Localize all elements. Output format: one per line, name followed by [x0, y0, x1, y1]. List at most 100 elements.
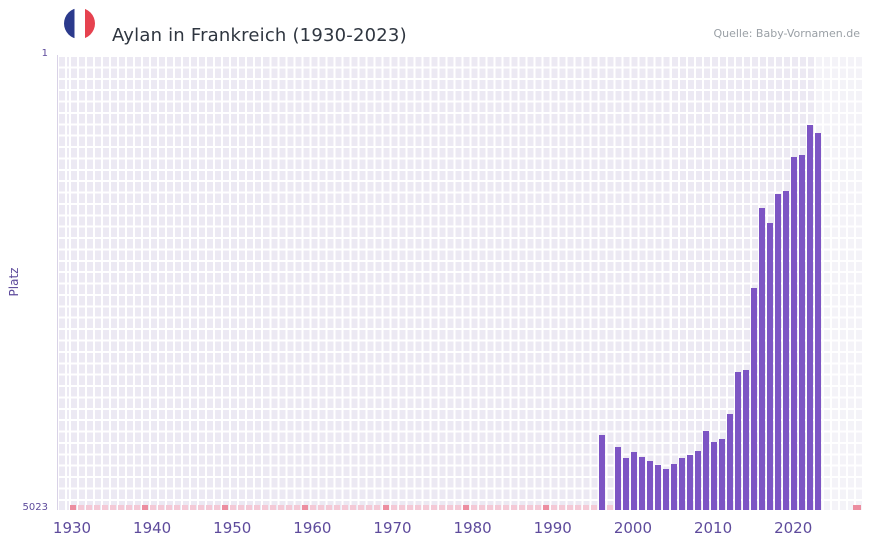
bar-year-2005[interactable] [670, 464, 677, 510]
unranked-marker-1984[interactable] [502, 505, 509, 510]
unranked-marker-1961[interactable] [318, 505, 325, 510]
unranked-marker-1992[interactable] [566, 505, 573, 510]
unranked-marker-1951[interactable] [238, 505, 245, 510]
unranked-marker-1965[interactable] [350, 505, 357, 510]
bar-year-2023[interactable] [815, 132, 822, 510]
unranked-marker-1952[interactable] [246, 505, 253, 510]
bar-year-2022[interactable] [807, 124, 814, 510]
unranked-marker-1947[interactable] [206, 505, 213, 510]
unranked-marker-1995[interactable] [590, 505, 597, 510]
unranked-marker-1942[interactable] [166, 505, 173, 510]
unranked-marker-1962[interactable] [326, 505, 333, 510]
unranked-marker-1987[interactable] [526, 505, 533, 510]
unranked-marker-1983[interactable] [494, 505, 501, 510]
unranked-marker-1938[interactable] [134, 505, 141, 510]
bar-year-2016[interactable] [759, 208, 766, 510]
bar-year-2011[interactable] [719, 439, 726, 510]
unranked-marker-1985[interactable] [510, 505, 517, 510]
unranked-marker-1978[interactable] [454, 505, 461, 510]
unranked-marker-1939[interactable] [142, 505, 149, 510]
unranked-marker-1994[interactable] [582, 505, 589, 510]
unranked-marker-1955[interactable] [270, 505, 277, 510]
unranked-marker-1940[interactable] [150, 505, 157, 510]
bar-year-2002[interactable] [646, 460, 653, 510]
unranked-marker-1991[interactable] [558, 505, 565, 510]
unranked-marker-1932[interactable] [86, 505, 93, 510]
bar-year-2000[interactable] [630, 451, 637, 510]
unranked-marker-1931[interactable] [78, 505, 84, 510]
bar-year-2017[interactable] [767, 223, 774, 510]
bar-year-2014[interactable] [743, 370, 750, 510]
bar-year-2013[interactable] [735, 372, 742, 510]
unranked-marker-1936[interactable] [118, 505, 125, 510]
bar-year-2007[interactable] [687, 455, 693, 510]
bar-year-2015[interactable] [751, 287, 758, 510]
unranked-marker-1988[interactable] [534, 505, 541, 510]
unranked-marker-1934[interactable] [102, 505, 109, 510]
unranked-marker-1977[interactable] [446, 505, 453, 510]
unranked-marker-1970[interactable] [390, 505, 397, 510]
bar-year-1999[interactable] [622, 458, 629, 510]
y-tick-top: 1 [41, 48, 48, 59]
unranked-marker-1943[interactable] [174, 505, 181, 510]
bar-year-1998[interactable] [614, 447, 621, 510]
unranked-marker-1975[interactable] [430, 505, 437, 510]
unranked-marker-1949[interactable] [222, 505, 229, 510]
bar-year-2012[interactable] [727, 413, 734, 510]
unranked-marker-1930[interactable] [70, 505, 76, 510]
bar-year-2019[interactable] [783, 190, 790, 510]
unranked-marker-1982[interactable] [486, 505, 493, 510]
unranked-marker-1960[interactable] [310, 505, 317, 510]
x-tick-2000: 2000 [613, 519, 652, 537]
unranked-marker-1980[interactable] [470, 505, 477, 510]
unranked-marker-1956[interactable] [278, 505, 285, 510]
unranked-marker-1986[interactable] [518, 505, 525, 510]
unranked-marker-1997[interactable] [606, 505, 613, 510]
bar-year-2004[interactable] [662, 468, 669, 510]
unranked-marker-1968[interactable] [374, 505, 381, 510]
unranked-marker-1993[interactable] [574, 505, 581, 510]
unranked-marker-1954[interactable] [262, 505, 269, 510]
bar-year-2020[interactable] [791, 157, 798, 510]
bar-year-2010[interactable] [711, 441, 718, 510]
unranked-marker-1953[interactable] [254, 505, 261, 510]
unranked-marker-1946[interactable] [198, 505, 205, 510]
unranked-marker-1944[interactable] [182, 505, 189, 510]
bar-year-1996[interactable] [598, 434, 605, 510]
bar-year-2001[interactable] [638, 457, 645, 510]
bar-year-2018[interactable] [775, 194, 782, 510]
unranked-marker-1979[interactable] [462, 505, 469, 510]
unranked-marker-1981[interactable] [478, 505, 485, 510]
bar-year-2006[interactable] [678, 458, 685, 510]
unranked-marker-1972[interactable] [406, 505, 413, 510]
unranked-marker-1973[interactable] [414, 505, 421, 510]
axis-edge-marker [853, 505, 861, 510]
unranked-marker-1964[interactable] [342, 505, 349, 510]
bar-year-2021[interactable] [799, 155, 806, 510]
unranked-marker-1948[interactable] [214, 505, 221, 510]
y-axis-label: Platz [7, 267, 21, 297]
unranked-marker-1941[interactable] [158, 505, 165, 510]
bar-year-2008[interactable] [695, 450, 701, 510]
bar-year-2003[interactable] [654, 465, 661, 510]
unranked-marker-1958[interactable] [294, 505, 301, 510]
unranked-marker-1971[interactable] [398, 505, 405, 510]
unranked-marker-1945[interactable] [190, 505, 197, 510]
x-tick-2010: 2010 [693, 519, 733, 537]
unranked-marker-1974[interactable] [422, 505, 429, 510]
unranked-marker-1937[interactable] [126, 505, 133, 510]
unranked-marker-1976[interactable] [438, 505, 445, 510]
unranked-marker-1969[interactable] [382, 505, 389, 510]
unranked-marker-1963[interactable] [334, 505, 341, 510]
bar-year-2009[interactable] [703, 430, 710, 510]
x-tick-1980: 1980 [453, 519, 492, 537]
unranked-marker-1950[interactable] [230, 505, 237, 510]
unranked-marker-1990[interactable] [550, 505, 557, 510]
unranked-marker-1957[interactable] [286, 505, 293, 510]
unranked-marker-1989[interactable] [542, 505, 549, 510]
unranked-marker-1935[interactable] [110, 505, 117, 510]
unranked-marker-1959[interactable] [302, 505, 309, 510]
unranked-marker-1966[interactable] [358, 505, 365, 510]
unranked-marker-1933[interactable] [94, 505, 101, 510]
unranked-marker-1967[interactable] [366, 505, 373, 510]
